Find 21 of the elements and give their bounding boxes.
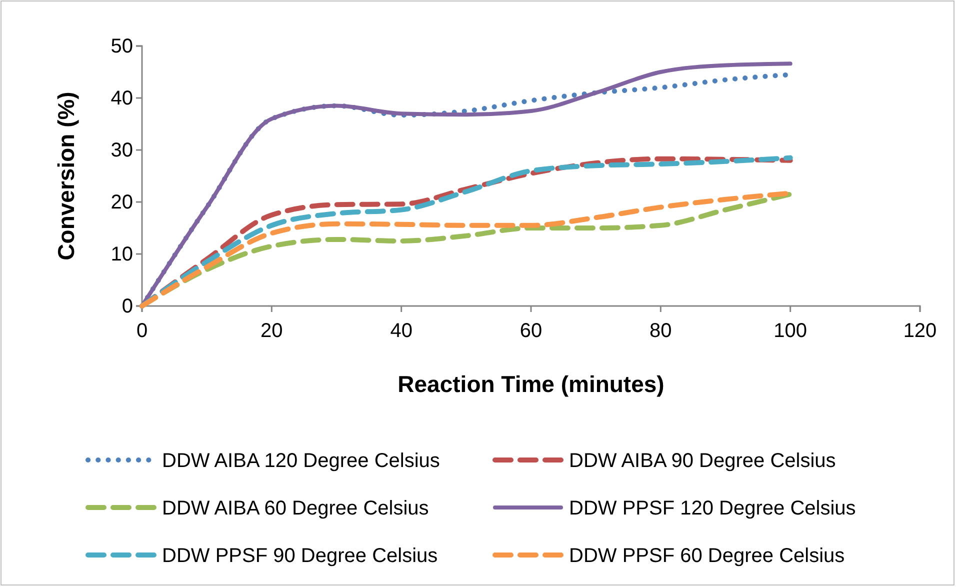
x-tick-label: 80	[650, 320, 672, 342]
y-tick-label: 10	[110, 243, 133, 266]
x-tick-label: 20	[260, 320, 283, 342]
legend-label: DDW AIBA 120 Degree Celsius	[162, 450, 440, 472]
legend-label: DDW AIBA 60 Degree Celsius	[162, 498, 429, 520]
x-tick-label: 100	[774, 320, 808, 342]
x-tick-label: 120	[903, 320, 937, 342]
y-axis-title: Conversion (%)	[53, 92, 79, 260]
y-tick-label: 0	[122, 295, 133, 318]
x-tick-label: 40	[390, 320, 412, 342]
y-tick-label: 50	[110, 35, 133, 58]
legend-label: DDW PPSF 90 Degree Celsius	[162, 545, 438, 567]
y-tick-label: 40	[110, 87, 133, 110]
legend-label: DDW PPSF 120 Degree Celsius	[569, 498, 856, 520]
x-tick-label: 60	[520, 320, 542, 342]
x-axis-title: Reaction Time (minutes)	[398, 371, 664, 397]
x-tick-label: 0	[136, 320, 148, 342]
legend-label: DDW PPSF 60 Degree Celsius	[569, 545, 845, 567]
y-tick-label: 30	[110, 139, 133, 162]
legend-label: DDW AIBA 90 Degree Celsius	[569, 450, 836, 472]
y-tick-label: 20	[110, 191, 133, 214]
